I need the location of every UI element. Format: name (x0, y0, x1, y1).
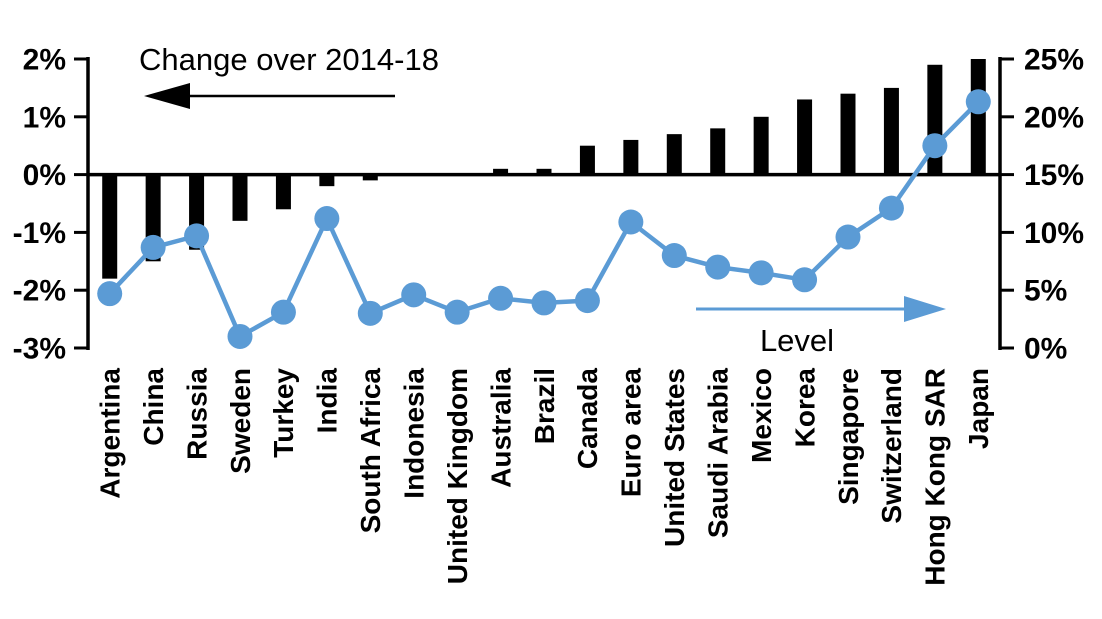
bar (970, 59, 986, 175)
bar (666, 134, 682, 175)
level-marker (270, 299, 296, 325)
x-axis-label: Mexico (746, 368, 777, 463)
left-axis-tick-label: 2% (23, 44, 66, 77)
bar (232, 174, 248, 221)
level-marker (618, 209, 644, 235)
level-marker (314, 206, 340, 232)
right-axis-tick-label: 10% (1024, 217, 1084, 250)
x-axis-label: Switzerland (876, 368, 907, 524)
level-marker (531, 290, 557, 316)
x-axis-label: Saudi Arabia (703, 368, 734, 539)
level-marker (401, 282, 427, 308)
bar (319, 174, 335, 187)
right-axis-tick-label: 25% (1024, 44, 1084, 77)
x-axis-label: South Africa (355, 368, 386, 534)
level-marker (488, 285, 514, 311)
bar (883, 87, 899, 175)
left-axis-tick-label: 0% (23, 159, 66, 192)
left-axis-tick-label: 1% (23, 101, 66, 134)
level-marker (444, 299, 470, 325)
bar (362, 174, 378, 181)
right-axis-tick-label: 15% (1024, 159, 1084, 192)
level-marker (357, 300, 383, 326)
x-axis-labels-group: Argentina China Russia Sweden Turkey India Sou… (95, 368, 995, 586)
axes-group: 2% 1% 0% -1% -2% -3% 25% 20% 15% 10% 5% 0% (13, 44, 1084, 366)
x-axis-label: Australia (485, 368, 516, 488)
x-axis-label: India (312, 368, 343, 434)
level-marker (748, 260, 774, 286)
bar (102, 174, 118, 279)
x-axis-label: Argentina (95, 368, 126, 499)
x-axis-label: China (138, 368, 169, 446)
level-marker (878, 195, 904, 221)
bar (275, 174, 291, 210)
bar (623, 139, 639, 175)
level-marker (922, 133, 948, 159)
level-marker (835, 224, 861, 250)
level-marker (792, 267, 818, 293)
level-marker (140, 234, 166, 260)
level-marker (574, 288, 600, 314)
right-axis-tick-label: 0% (1024, 333, 1067, 366)
level-marker (227, 323, 253, 349)
x-axis-label: Hong Kong SAR (920, 368, 951, 586)
left-arrow-icon (144, 83, 395, 109)
left-axis-tick-label: -1% (13, 217, 66, 250)
x-axis-label: Indonesia (399, 368, 430, 499)
x-axis-label: Canada (572, 368, 603, 470)
left-axis-tick-label: -3% (13, 333, 66, 366)
level-marker (705, 254, 731, 280)
left-series-annotation-label: Change over 2014-18 (139, 42, 439, 77)
bar (493, 168, 509, 175)
x-axis-label: Singapore (833, 368, 864, 505)
x-axis-label: United Kingdom (442, 368, 473, 584)
x-axis-label: Turkey (268, 368, 299, 458)
x-axis-label: United States (659, 368, 690, 547)
line-series-group (97, 89, 991, 349)
level-marker (965, 89, 991, 115)
bar (753, 116, 769, 175)
level-marker (661, 243, 687, 269)
right-axis-tick-label: 5% (1024, 275, 1067, 308)
right-arrow-icon (696, 296, 946, 322)
bar (579, 145, 595, 175)
x-axis-label: Russia (181, 368, 212, 460)
bar (536, 168, 552, 175)
x-axis-label: Japan (963, 368, 994, 449)
x-axis-label: Korea (789, 368, 820, 448)
x-axis-label: Euro area (616, 368, 647, 498)
bar (840, 93, 856, 175)
x-axis-label: Sweden (225, 368, 256, 474)
bar (710, 128, 726, 175)
level-marker (184, 223, 210, 249)
right-series-annotation-label: Level (760, 323, 834, 358)
level-marker (97, 281, 123, 307)
bar (797, 99, 813, 175)
right-axis-tick-label: 20% (1024, 101, 1084, 134)
left-axis-tick-label: -2% (13, 275, 66, 308)
x-axis-label: Brazil (529, 368, 560, 444)
